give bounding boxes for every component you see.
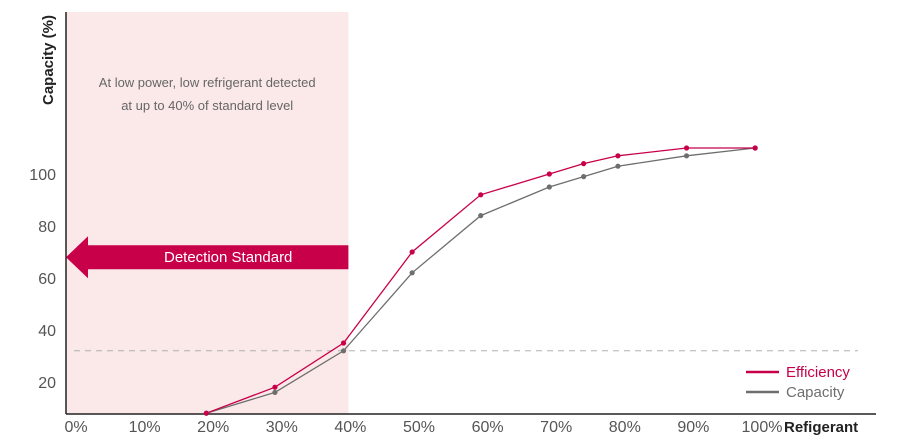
y-tick-labels: 20 40 60 80 100 [29, 167, 56, 392]
series-layer [203, 145, 758, 416]
y-tick-label: 20 [38, 375, 56, 392]
x-tick-label: 30% [266, 419, 298, 436]
data-point-efficiency [752, 145, 758, 151]
x-tick-label: 10% [129, 419, 161, 436]
y-tick-label: 40 [38, 323, 56, 340]
data-point-capacity [409, 270, 415, 276]
x-tick-label: 70% [540, 419, 572, 436]
region-note-line-1: At low power, low refrigerant detected [99, 75, 316, 90]
x-tick-label: 60% [472, 419, 504, 436]
data-point-efficiency [272, 384, 278, 390]
x-tick-label: 100% [742, 419, 783, 436]
data-point-efficiency [581, 161, 587, 167]
legend-label: Capacity [786, 384, 845, 401]
detection-standard-label: Detection Standard [164, 249, 292, 266]
x-tick-label: 90% [677, 419, 709, 436]
data-point-efficiency [546, 171, 552, 177]
x-tick-label: 50% [403, 419, 435, 436]
data-point-efficiency [683, 145, 690, 151]
x-tick-label: 0% [64, 419, 87, 436]
data-point-efficiency [478, 192, 484, 198]
data-point-capacity [340, 348, 347, 354]
detection-standard-arrow [66, 236, 349, 279]
data-point-efficiency [615, 153, 621, 159]
data-point-capacity [272, 389, 278, 395]
region-note-line-2: at up to 40% of standard level [121, 98, 293, 113]
x-tick-label: 80% [609, 419, 641, 436]
data-point-efficiency [409, 249, 415, 255]
data-point-capacity [546, 184, 552, 190]
y-tick-label: 80 [38, 219, 56, 236]
y-tick-label: 100 [29, 167, 56, 184]
legend-label: Efficiency [786, 364, 850, 381]
series-line-capacity [206, 147, 756, 414]
y-axis-title: Capacity (%) [40, 15, 57, 105]
x-tick-label: 20% [197, 419, 229, 436]
x-tick-labels: 0% 10% 20% 30% 40% 50% 60% 70% 80% 90% 100% [64, 419, 782, 436]
y-tick-label: 60 [38, 271, 56, 288]
data-point-capacity [581, 174, 587, 180]
series-line-efficiency [206, 147, 756, 414]
data-point-efficiency [203, 410, 209, 416]
detection-region [66, 12, 349, 414]
x-axis-title: Refigerant [784, 419, 858, 436]
data-point-capacity [615, 163, 621, 169]
x-tick-label: 40% [334, 419, 366, 436]
data-point-efficiency [340, 340, 347, 346]
data-point-capacity [683, 153, 690, 159]
legend: Efficiency Capacity [746, 364, 850, 401]
data-point-capacity [478, 213, 484, 219]
